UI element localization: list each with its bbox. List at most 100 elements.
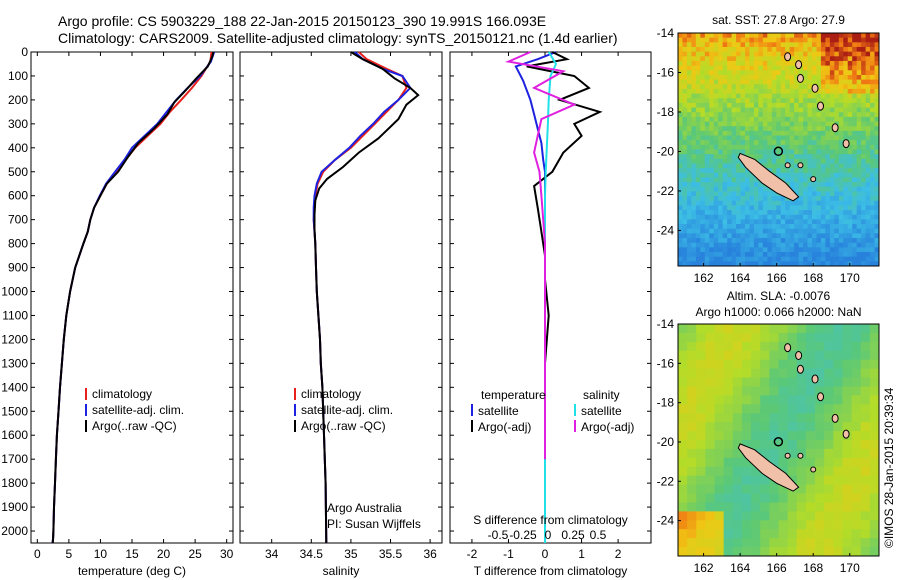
map-cell (874, 191, 880, 197)
map-cell (762, 238, 768, 244)
map-cell (700, 51, 706, 57)
map-cell (732, 511, 743, 521)
map-cell (700, 144, 706, 150)
map-cell (678, 350, 688, 361)
map-cell (825, 252, 831, 258)
map-cell (794, 214, 799, 220)
map-cell (760, 538, 770, 548)
map-cell (852, 42, 858, 48)
map-cell (687, 324, 697, 334)
island-shape (737, 443, 800, 492)
map-cell (856, 200, 862, 206)
map-cell (861, 126, 866, 132)
map-cell (833, 511, 843, 521)
map-cell (865, 242, 871, 248)
map-cell (709, 98, 715, 104)
map-cell (776, 130, 782, 136)
map-cell (696, 511, 706, 521)
map-cell (723, 493, 734, 503)
map-cell (704, 135, 710, 141)
map-cell (794, 98, 799, 104)
map-cell (709, 154, 715, 160)
map-cell (816, 130, 822, 136)
map-cell (731, 224, 737, 230)
map-cell (807, 33, 813, 39)
map-cell (816, 163, 822, 169)
map-cell (847, 149, 853, 155)
legend-label: Argo(..raw -QC) (92, 419, 177, 433)
map-cell (745, 102, 750, 108)
map-cell (687, 431, 697, 441)
map-cell (842, 422, 852, 432)
map-cell (758, 130, 764, 136)
map-cell (812, 252, 817, 258)
map-cell (722, 102, 728, 108)
map-cell (829, 219, 835, 225)
map-cell (785, 144, 791, 150)
map-cell (825, 205, 831, 211)
map-cell (794, 107, 799, 113)
map-cell (745, 214, 750, 220)
map-cell (812, 163, 817, 169)
map-cell (852, 163, 858, 169)
map-cell (816, 79, 822, 85)
map-cell (695, 93, 701, 99)
y-tick-label: -24 (657, 223, 675, 237)
map-cell (865, 168, 871, 174)
map-cell (762, 121, 768, 127)
map-cell (695, 74, 701, 80)
map-cell (805, 359, 816, 370)
x-tick-label: 5 (66, 547, 73, 561)
map-cell (767, 163, 773, 169)
map-cell (838, 224, 844, 230)
map-cell (843, 149, 849, 155)
map-cell (700, 163, 706, 169)
map-cell (678, 224, 683, 230)
map-cell (789, 140, 795, 146)
map-cell (705, 529, 715, 539)
map-cell (687, 493, 697, 503)
map-cell (780, 224, 786, 230)
map-cell (820, 177, 826, 183)
map-cell (789, 256, 795, 262)
map-cell (816, 224, 822, 230)
watermark: ©IMOS 28-Jan-2015 20:39:34 (882, 387, 896, 548)
map-cell (874, 200, 880, 206)
map-cell (686, 172, 692, 178)
map-cell (820, 130, 826, 136)
island-shape (784, 343, 792, 353)
map-cell (874, 247, 880, 253)
map-cell (824, 511, 834, 521)
y-tick-label: 1800 (1, 476, 28, 490)
y-tick-label: 1000 (1, 285, 28, 299)
map-cell (851, 404, 862, 414)
map-cell (798, 205, 804, 211)
map-cell (753, 126, 759, 132)
map-cell (704, 140, 710, 146)
map-cell (700, 74, 706, 80)
map-cell (731, 205, 737, 211)
map-cell (704, 60, 710, 67)
map-cell (842, 404, 852, 414)
map-cell (869, 466, 880, 477)
map-cell (803, 144, 808, 150)
map-cell (727, 98, 732, 104)
map-cell (805, 448, 816, 459)
map-cell (718, 210, 724, 216)
map-cell (749, 154, 755, 160)
map-cell (691, 98, 697, 104)
map-cell (789, 214, 795, 220)
map-cell (678, 88, 683, 94)
map-cell (860, 475, 871, 486)
map-cell (731, 177, 737, 183)
x-tick-label: 30 (220, 547, 234, 561)
map-cell (852, 130, 858, 136)
map-cell (776, 135, 782, 141)
x2-tick-label: 0.25 (561, 528, 585, 542)
map-cell (803, 247, 808, 253)
map-cell (762, 158, 768, 164)
map-cell (704, 126, 710, 132)
map-cell (732, 324, 743, 334)
map-cell (691, 116, 697, 122)
map-cell (816, 233, 822, 239)
